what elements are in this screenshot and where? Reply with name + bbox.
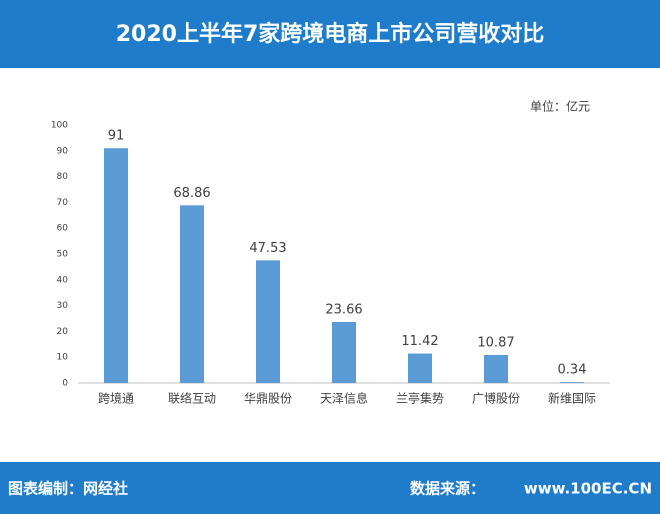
- x-tick-label: 兰亭集势: [396, 391, 444, 406]
- y-tick-label: 10: [57, 353, 69, 363]
- chart-title: 2020上半年7家跨境电商上市公司营收对比: [116, 21, 545, 47]
- y-tick-label: 100: [51, 121, 68, 131]
- title-bar: [0, 0, 660, 68]
- x-tick-label: 华鼎股份: [244, 392, 292, 406]
- y-tick-label: 60: [57, 224, 69, 234]
- value-label: 0.34: [558, 363, 587, 378]
- y-tick-label: 40: [57, 275, 69, 285]
- value-label: 10.87: [477, 335, 514, 350]
- footer-right: 数据来源：: [410, 480, 485, 498]
- bar: [104, 148, 128, 383]
- bar: [560, 382, 584, 383]
- y-tick-label: 0: [62, 379, 68, 389]
- y-tick-label: 70: [57, 198, 69, 208]
- unit-label: 单位：亿元: [530, 99, 590, 114]
- x-tick-label: 天泽信息: [320, 391, 368, 406]
- value-label: 23.66: [325, 302, 362, 317]
- bar: [180, 205, 204, 383]
- footer-bar: [0, 462, 660, 514]
- y-tick-label: 20: [57, 327, 69, 337]
- bar: [484, 354, 508, 383]
- x-tick-label: 跨境通: [98, 391, 134, 406]
- bar: [332, 321, 356, 383]
- y-tick-label: 30: [57, 301, 69, 311]
- value-label: 47.53: [249, 241, 286, 256]
- y-tick-label: 50: [57, 250, 69, 260]
- x-tick-label: 广博股份: [472, 391, 520, 406]
- value-label: 11.42: [401, 334, 438, 349]
- bar: [408, 353, 432, 383]
- watermark: www.100EC.CN: [524, 480, 652, 498]
- x-tick-label: 新维国际: [548, 391, 596, 406]
- footer-left: 图表编制：网经社: [8, 480, 128, 498]
- bar: [256, 260, 280, 383]
- value-label: 68.86: [173, 186, 210, 201]
- y-tick-label: 80: [57, 172, 69, 182]
- x-tick-label: 联络互动: [168, 391, 216, 406]
- value-label: 91: [108, 129, 125, 144]
- y-tick-label: 90: [57, 146, 69, 156]
